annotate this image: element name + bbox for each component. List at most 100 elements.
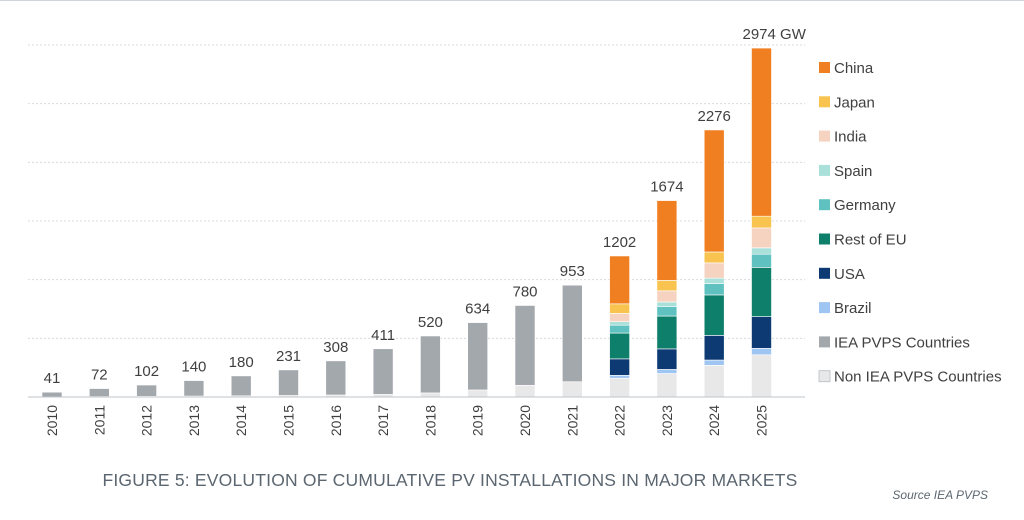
legend-swatch-japan: [819, 96, 830, 108]
total-labels: 41 72 102 140 180 231 308 411 520 634 780 953 1202 16…: [44, 26, 807, 387]
bar-segment-spain-2024: [703, 277, 725, 284]
legend-swatch-iea-pvps-countries: [819, 336, 830, 348]
x-tick-label-2015: 2015: [281, 405, 297, 436]
x-tick-label-2020: 2020: [517, 405, 533, 436]
bar-segment-rest-of-eu-2024: [703, 294, 725, 336]
bar-segment-iea-pvps-countries-2020: [514, 305, 536, 386]
bar-segment-germany-2024: [703, 283, 725, 296]
bar-segment-iea-pvps-countries-2012: [136, 384, 157, 397]
total-label-2011: 72: [91, 367, 108, 384]
legend-label-germany: Germany: [834, 197, 896, 214]
x-tick-label-2018: 2018: [422, 405, 438, 436]
bars: [41, 47, 772, 398]
bar-segment-non-iea-pvps-countries-2020: [514, 384, 536, 398]
total-label-2024: 2276: [698, 108, 731, 125]
x-tick-label-2021: 2021: [564, 405, 580, 436]
bar-segment-china-2023: [656, 200, 678, 281]
bar-segment-iea-pvps-countries-2015: [278, 369, 299, 396]
x-tick-label-2017: 2017: [375, 405, 391, 436]
top-rule: [0, 0, 1024, 1]
legend-label-usa: USA: [834, 266, 865, 283]
legend-swatch-non-iea-pvps-countries: [818, 370, 831, 383]
figure-caption: FIGURE 5: EVOLUTION OF CUMULATIVE PV INS…: [102, 470, 798, 490]
total-label-2010: 41: [44, 370, 61, 387]
bar-segment-brazil-2023: [656, 369, 678, 374]
bar-segment-japan-2023: [656, 280, 678, 292]
legend-label-iea-pvps-countries: IEA PVPS Countries: [834, 334, 970, 351]
total-label-2016: 308: [323, 339, 348, 356]
total-label-2022: 1202: [603, 234, 636, 251]
x-tick-label-2010: 2010: [44, 405, 60, 436]
bar-segment-germany-2025: [751, 253, 772, 268]
legend-swatch-india: [819, 130, 830, 142]
legend-label-india: India: [834, 129, 867, 146]
bar-segment-iea-pvps-countries-2016: [325, 360, 347, 396]
legend-label-rest-of-eu: Rest of EU: [834, 232, 907, 249]
x-tick-label-2019: 2019: [470, 405, 486, 436]
stacked-bar-chart: 41 72 102 140 180 231 308 411 520 634 780 953 1202 16…: [28, 26, 1002, 436]
total-label-2025: 2974 GW: [743, 26, 807, 43]
bar-segment-china-2025: [751, 47, 772, 217]
legend: China Japan India Spain Germany Rest of EU USA…: [818, 60, 1002, 386]
bar-segment-iea-pvps-countries-2014: [230, 375, 252, 397]
total-label-2019: 634: [465, 301, 490, 318]
bar-segment-india-2023: [656, 290, 678, 303]
bar-segment-usa-2025: [751, 316, 772, 349]
bar-segment-iea-pvps-countries-2010: [41, 391, 63, 398]
x-tick-label-2025: 2025: [754, 405, 770, 436]
bar-segment-non-iea-pvps-countries-2025: [751, 354, 772, 398]
bar-segment-spain-2023: [656, 301, 678, 307]
bar-segment-brazil-2024: [703, 359, 725, 366]
bar-segment-non-iea-pvps-countries-2023: [656, 373, 678, 398]
bar-segment-usa-2024: [703, 335, 725, 361]
bar-segment-spain-2022: [609, 321, 630, 326]
bar-segment-china-2022: [609, 255, 630, 305]
bar-segment-non-iea-pvps-countries-2018: [420, 392, 441, 398]
legend-swatch-brazil: [819, 302, 830, 314]
legend-label-china: China: [834, 60, 874, 77]
bar-segment-brazil-2022: [609, 374, 630, 379]
bar-segment-japan-2024: [703, 251, 725, 264]
x-tick-label-2016: 2016: [328, 405, 344, 436]
total-label-2023: 1674: [650, 179, 683, 196]
bar-segment-japan-2022: [609, 303, 630, 314]
bar-segment-rest-of-eu-2022: [609, 332, 630, 360]
bar-segment-iea-pvps-countries-2018: [420, 335, 441, 394]
bar-segment-iea-pvps-countries-2013: [183, 380, 205, 397]
bar-segment-india-2022: [609, 313, 630, 322]
x-tick-label-2022: 2022: [612, 405, 628, 436]
legend-label-brazil: Brazil: [834, 300, 872, 317]
bar-segment-rest-of-eu-2023: [656, 315, 678, 350]
grid-lines: [28, 44, 805, 339]
x-tick-label-2011: 2011: [91, 405, 107, 435]
total-label-2014: 180: [229, 354, 254, 371]
bar-segment-india-2025: [751, 227, 772, 249]
bar-segment-india-2024: [703, 262, 725, 279]
legend-swatch-spain: [819, 164, 830, 176]
bar-segment-spain-2025: [751, 247, 772, 255]
total-label-2013: 140: [181, 359, 206, 376]
bar-segment-iea-pvps-countries-2019: [467, 322, 489, 391]
x-tick-label-2014: 2014: [233, 405, 249, 436]
x-axis: 2010 2011 2012 2013 2014 2015 2016 2017 2018 2019…: [28, 396, 805, 436]
bar-segment-usa-2023: [656, 348, 678, 370]
legend-swatch-usa: [819, 267, 830, 279]
x-tick-label-2013: 2013: [186, 405, 202, 436]
total-label-2020: 780: [512, 283, 537, 300]
x-tick-label-2012: 2012: [139, 405, 155, 436]
total-label-2017: 411: [371, 327, 395, 344]
bar-segment-iea-pvps-countries-2011: [89, 388, 110, 397]
x-tick-label-2023: 2023: [659, 405, 675, 436]
legend-swatch-rest-of-eu: [819, 233, 830, 245]
bar-segment-germany-2022: [609, 324, 630, 334]
legend-label-non-iea-pvps-countries: Non IEA PVPS Countries: [834, 369, 1002, 386]
total-label-2012: 102: [134, 363, 159, 380]
bar-segment-china-2024: [703, 129, 725, 253]
bar-segment-non-iea-pvps-countries-2022: [609, 377, 630, 398]
total-label-2018: 520: [418, 314, 443, 331]
bar-segment-non-iea-pvps-countries-2019: [467, 389, 489, 398]
bar-segment-non-iea-pvps-countries-2021: [561, 381, 583, 398]
bar-segment-non-iea-pvps-countries-2024: [703, 365, 725, 398]
bar-segment-brazil-2025: [751, 348, 772, 356]
total-label-2015: 231: [276, 348, 301, 365]
